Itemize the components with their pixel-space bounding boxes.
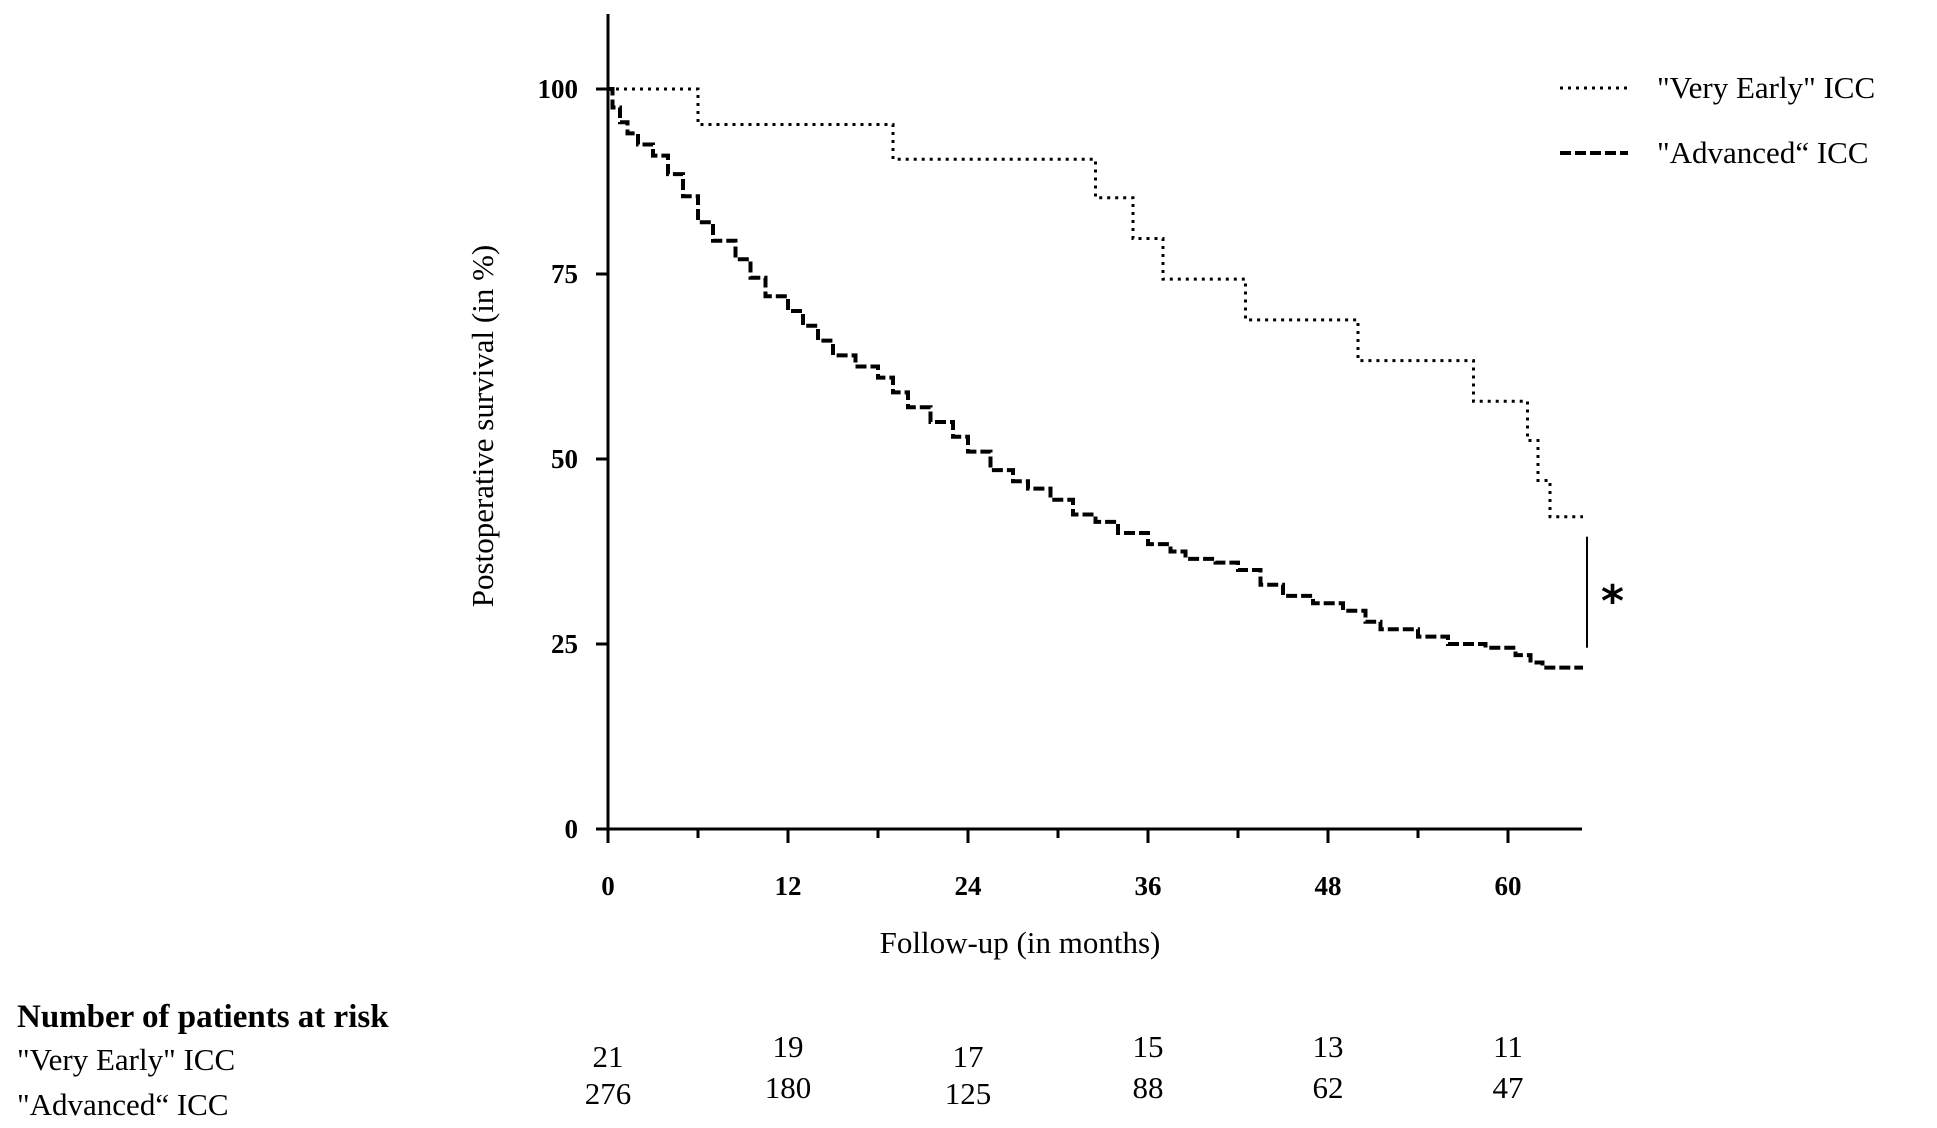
risk-value-advanced-24: 125 — [945, 1076, 992, 1111]
risk-value-very-early-0: 21 — [593, 1039, 624, 1074]
risk-table-values: 21 19 17 15 13 11 276 180 125 88 62 47 — [585, 1029, 1524, 1111]
risk-value-advanced-48: 62 — [1313, 1070, 1344, 1105]
x-tick-label-60: 60 — [1495, 871, 1522, 901]
x-tick-label-36: 36 — [1135, 871, 1162, 901]
risk-row-label-advanced: "Advanced“ ICC — [17, 1087, 229, 1122]
x-tick-label-0: 0 — [601, 871, 615, 901]
legend-label-very-early: "Very Early" ICC — [1657, 70, 1875, 105]
risk-value-advanced-60: 47 — [1493, 1070, 1524, 1105]
risk-value-advanced-0: 276 — [585, 1076, 632, 1111]
risk-value-advanced-36: 88 — [1133, 1070, 1164, 1105]
survival-curves — [608, 87, 1583, 670]
risk-value-very-early-48: 13 — [1313, 1029, 1344, 1064]
y-tick-label-0: 0 — [565, 814, 579, 844]
significance-marker: * — [1601, 576, 1624, 627]
x-axis-label: Follow-up (in months) — [880, 925, 1161, 960]
risk-table-title: Number of patients at risk — [17, 999, 389, 1035]
legend: "Very Early" ICC "Advanced“ ICC — [1560, 70, 1875, 170]
y-tick-label-75: 75 — [551, 259, 578, 289]
risk-value-very-early-36: 15 — [1133, 1029, 1164, 1064]
x-tick-label-48: 48 — [1315, 871, 1342, 901]
x-tick-label-24: 24 — [955, 871, 982, 901]
risk-value-very-early-24: 17 — [953, 1039, 984, 1074]
y-tick-label-50: 50 — [551, 444, 578, 474]
survival-curve-very-early — [608, 87, 1583, 519]
y-tick-label-25: 25 — [551, 629, 578, 659]
axes: 0 25 50 75 100 0 12 24 36 48 60 — [538, 14, 1582, 901]
risk-value-advanced-12: 180 — [765, 1070, 812, 1105]
risk-value-very-early-12: 19 — [773, 1029, 804, 1064]
x-tick-label-12: 12 — [775, 871, 802, 901]
risk-value-very-early-60: 11 — [1493, 1029, 1523, 1064]
legend-label-advanced: "Advanced“ ICC — [1657, 135, 1869, 170]
significance-annotation: * — [1586, 536, 1624, 648]
risk-row-label-very-early: "Very Early" ICC — [17, 1042, 235, 1077]
survival-curve-advanced — [608, 87, 1583, 670]
y-tick-label-100: 100 — [538, 74, 579, 104]
y-axis-label: Postoperative survival (in %) — [465, 245, 500, 607]
